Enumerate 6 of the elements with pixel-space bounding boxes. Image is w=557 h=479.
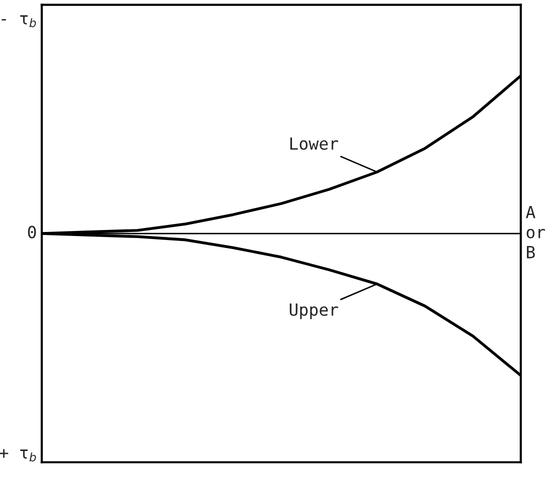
text: - τ$_{b}$ bbox=[2, 15, 36, 28]
text: 0 bbox=[28, 226, 36, 238]
text: A or B bbox=[526, 206, 546, 258]
series-label: Upper bbox=[290, 304, 338, 320]
text: + τ$_{b}$ bbox=[0, 449, 36, 462]
text: Lower bbox=[290, 137, 338, 150]
